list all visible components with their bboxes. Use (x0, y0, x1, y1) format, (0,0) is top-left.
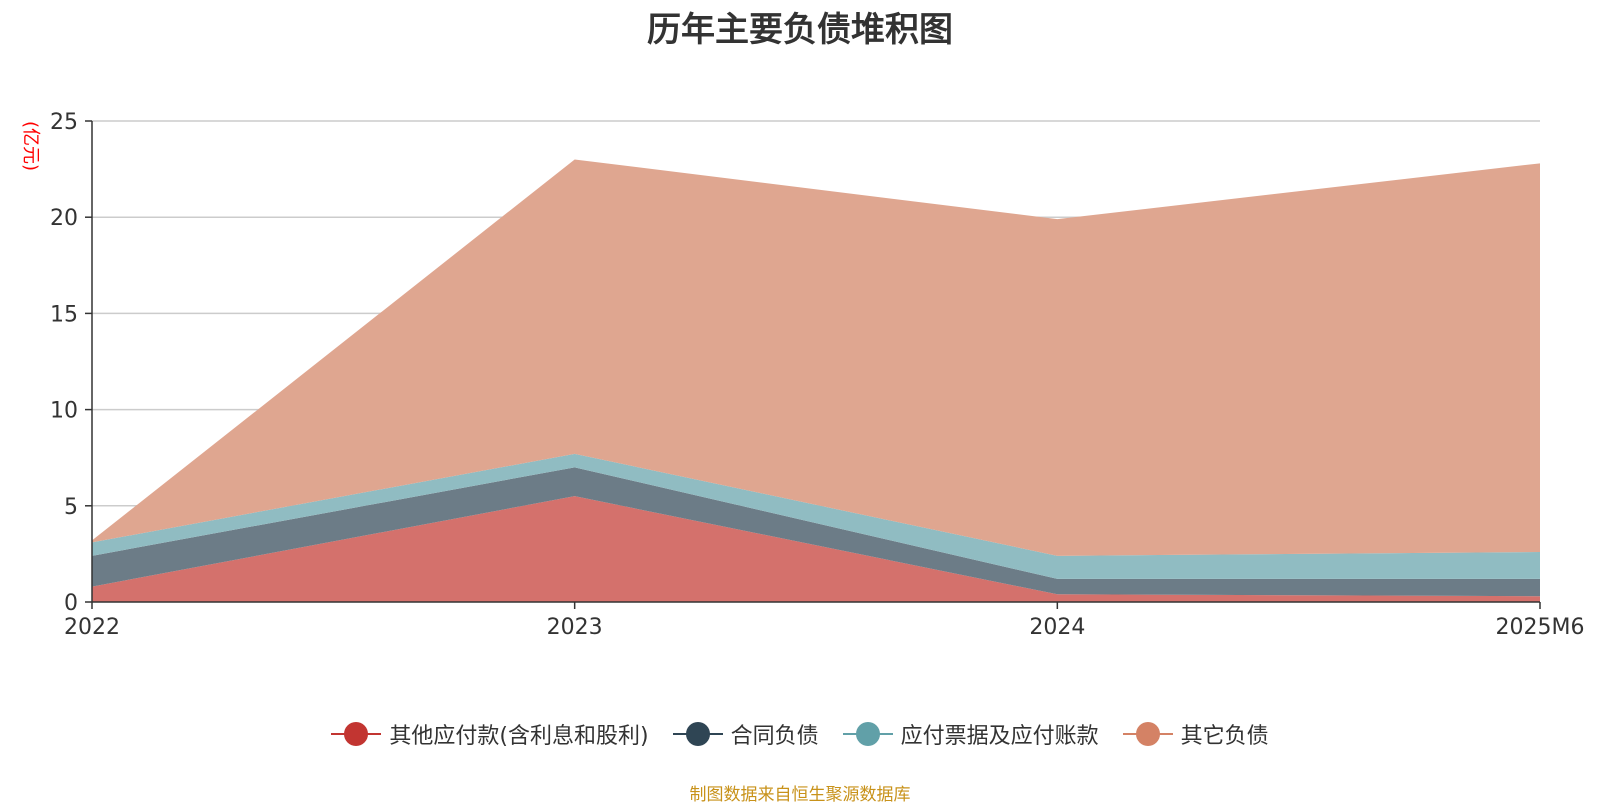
y-tick-label: 20 (50, 206, 78, 231)
legend-marker-icon (672, 721, 723, 747)
legend: 其他应付款(含利息和股利) 合同负债 应付票据及应付账款 其它负债 (0, 718, 1600, 750)
legend-item-other-liabilities[interactable]: 其它负债 (1122, 718, 1269, 750)
y-axis-unit-label: (亿元) (20, 120, 41, 172)
x-tick-label: 2023 (547, 615, 603, 640)
y-tick-label: 5 (64, 495, 78, 520)
legend-item-other-payables[interactable]: 其他应付款(含利息和股利) (331, 718, 649, 750)
legend-marker-icon (842, 721, 893, 747)
area-series-0[interactable] (92, 496, 1540, 602)
legend-marker-icon (331, 721, 382, 747)
legend-label: 应付票据及应付账款 (900, 724, 1099, 749)
chart-title: 历年主要负债堆积图 (647, 10, 953, 50)
area-series-3[interactable] (92, 159, 1540, 556)
x-tick-label: 2024 (1029, 615, 1085, 640)
x-tick-label: 2022 (64, 615, 120, 640)
x-tick-label: 2025M6 (1496, 615, 1585, 640)
legend-label: 其他应付款(含利息和股利) (389, 724, 649, 749)
area-series-2[interactable] (92, 453, 1540, 579)
legend-marker-icon (1122, 721, 1173, 747)
data-source-note: 制图数据来自恒生聚源数据库 (689, 785, 911, 805)
legend-item-notes-accounts-payable[interactable]: 应付票据及应付账款 (842, 718, 1099, 750)
stacked-areas (92, 159, 1540, 602)
axes: 0 5 10 15 20 25 2022 2023 2024 2025M6 (50, 110, 1584, 640)
legend-label: 其它负债 (1180, 724, 1269, 749)
legend-item-contract-liabilities[interactable]: 合同负债 (672, 718, 819, 750)
y-tick-label: 10 (50, 399, 78, 424)
y-tick-label: 0 (64, 591, 78, 616)
y-tick-label: 15 (50, 302, 78, 327)
legend-label: 合同负债 (730, 724, 819, 749)
y-tick-label: 25 (50, 110, 78, 135)
area-series-1[interactable] (92, 467, 1540, 597)
